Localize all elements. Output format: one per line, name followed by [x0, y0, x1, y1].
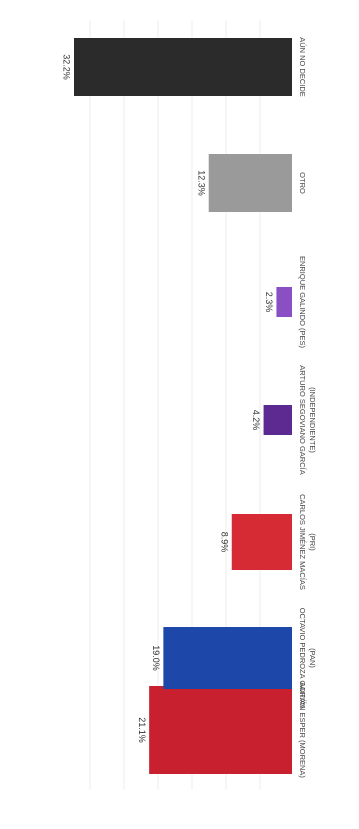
- value-label: 2.3%: [264, 292, 274, 313]
- category-label: AÚN NO DECIDE: [298, 37, 307, 97]
- bar: [149, 686, 292, 774]
- category-label: OTRO: [298, 172, 307, 194]
- value-label: 21.1%: [137, 717, 147, 743]
- category-label-line: ADRIÁN ESPER (MORENA): [298, 682, 307, 778]
- bar: [231, 514, 292, 570]
- value-labels: 21.1% 19.0% 8.9% 4.2% 2.3% 12.3% 32.2%: [62, 54, 274, 743]
- category-label-line: ARTURO SEGOVIANO GARCÍA: [298, 365, 307, 474]
- category-labels: ADRIÁN ESPER (MORENA)OCTAVIO PEDROZA GAI…: [298, 37, 317, 778]
- category-label-line: CARLOS JIMÉNEZ MACÍAS: [298, 494, 307, 590]
- value-label: 4.2%: [251, 410, 261, 431]
- bar: [208, 154, 292, 212]
- category-label: OCTAVIO PEDROZA GAITÁN (PAN): [298, 608, 317, 709]
- bar: [276, 287, 292, 317]
- category-label-line: (INDEPENDIENTE): [308, 387, 317, 453]
- category-label: CARLOS JIMÉNEZ MACÍAS (PRI): [298, 494, 317, 590]
- category-label: ENRIQUE GALINDO (PES): [298, 256, 307, 349]
- category-label-line: OCTAVIO PEDROZA GAITÁN: [298, 608, 307, 709]
- category-label: ARTURO SEGOVIANO GARCÍA (INDEPENDIENTE): [298, 365, 317, 474]
- category-label-line: OTRO: [298, 172, 307, 194]
- bar: [74, 38, 292, 96]
- bar: [263, 405, 292, 435]
- category-label-line: AÚN NO DECIDE: [298, 37, 307, 97]
- value-label: 19.0%: [151, 645, 161, 671]
- category-label-line: (PAN): [308, 648, 317, 668]
- category-label: ADRIÁN ESPER (MORENA): [298, 682, 307, 778]
- value-label: 8.9%: [219, 532, 229, 553]
- bar: [163, 627, 292, 689]
- value-label: 12.3%: [196, 170, 206, 196]
- value-label: 32.2%: [62, 54, 72, 80]
- category-label-line: ENRIQUE GALINDO (PES): [298, 256, 307, 349]
- category-label-line: (PRI): [308, 533, 317, 551]
- grid-lines: [89, 20, 261, 790]
- bars: [74, 38, 292, 774]
